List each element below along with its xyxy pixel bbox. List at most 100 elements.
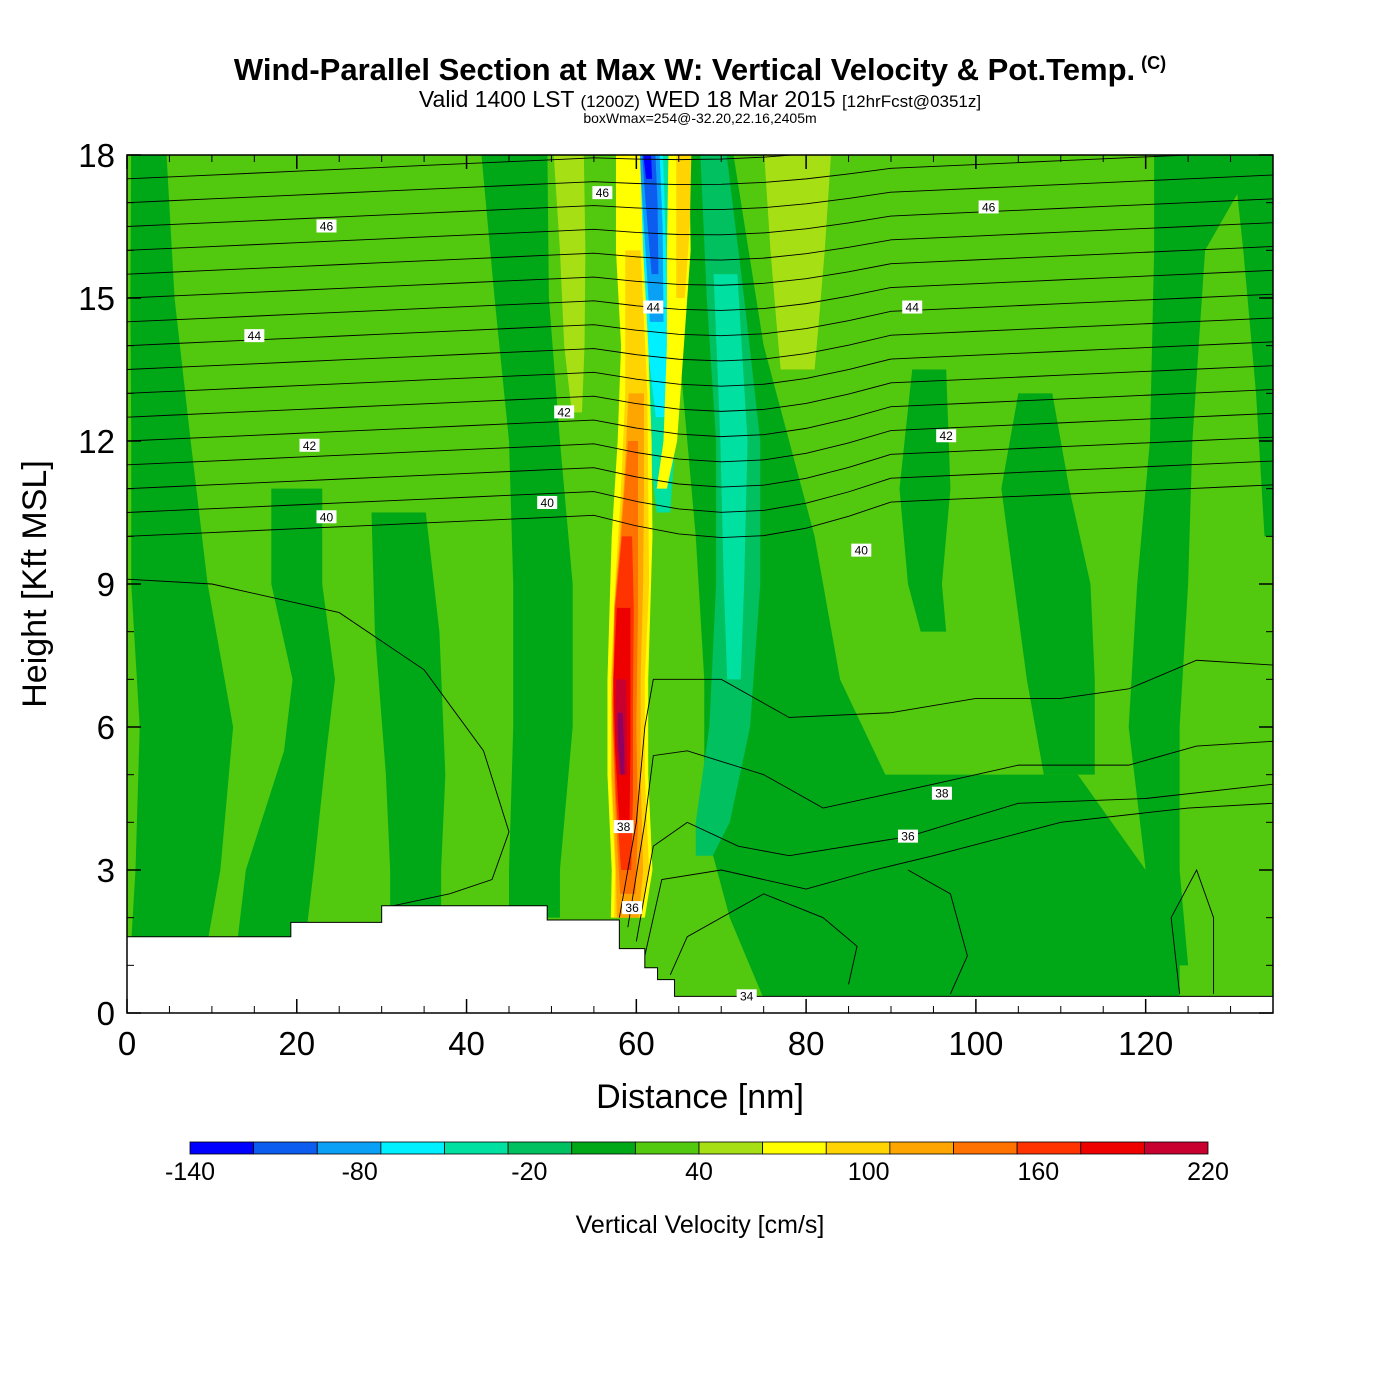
- colorbar-swatch: [825, 1141, 891, 1155]
- theta-label: 40: [537, 495, 558, 510]
- theta-label-text: 44: [906, 301, 920, 315]
- theta-contour-38: [627, 740, 1273, 928]
- theta-label-bg: [897, 829, 918, 843]
- colorbar-tick-label: -80: [342, 1158, 378, 1186]
- w-region-left: [130, 155, 234, 942]
- theta-label: 36: [622, 901, 643, 915]
- theta-label-bg: [316, 510, 337, 524]
- theta-contour-upper: [127, 174, 1273, 227]
- colorbar-title: Vertical Velocity [cm/s]: [576, 1211, 825, 1239]
- theta-label-text: 46: [596, 186, 610, 200]
- theta-label-text: 42: [303, 439, 317, 453]
- colorbar-swatch: [316, 1141, 382, 1155]
- theta-label-bg: [622, 901, 643, 915]
- theta-label: 46: [316, 219, 337, 234]
- theta-contour-upper: [127, 317, 1273, 370]
- theta-label-text: 42: [939, 429, 953, 443]
- colorbar-swatch: [253, 1141, 318, 1155]
- w-downdraft-d4: [713, 274, 748, 680]
- x-tick-label: 20: [278, 1025, 315, 1062]
- terrain-mask: [127, 905, 1273, 1013]
- colorbar: -140 -80 -20 40 100 160 220: [165, 1141, 1229, 1186]
- y-tick-label: 0: [97, 995, 115, 1032]
- colorbar-swatch: [380, 1141, 445, 1155]
- theta-label: 40: [851, 543, 872, 558]
- copyright-mark: (C): [1141, 53, 1167, 73]
- theta-label: 40: [316, 510, 337, 524]
- vertical-velocity-field: [127, 155, 1273, 1013]
- y-tick-label: 18: [78, 137, 115, 174]
- theta-contour-upper: [127, 460, 1273, 513]
- theta-contour-upper: [127, 155, 798, 180]
- colorbar-swatch: [889, 1141, 954, 1155]
- theta-label-text: 36: [901, 830, 915, 844]
- theta-label: 34: [736, 989, 757, 1003]
- colorbar-swatch: [634, 1141, 700, 1155]
- theta-label-bg: [537, 495, 558, 509]
- theta-contour-upper: [127, 155, 1199, 204]
- colorbar-tick-label: -20: [511, 1158, 547, 1186]
- theta-label-bg: [851, 543, 872, 557]
- x-tick-label: 100: [948, 1025, 1003, 1062]
- theta-label: 44: [244, 329, 265, 343]
- y-tick-label: 3: [97, 852, 115, 889]
- w-region-right-a: [663, 155, 1019, 999]
- theta-label-bg: [736, 989, 757, 1003]
- theta-contour-upper: [127, 198, 1273, 251]
- theta-contour-upper: [127, 389, 1273, 442]
- theta-label: 46: [592, 186, 613, 200]
- theta-label-text: 44: [248, 329, 262, 343]
- chart-subtitle: Valid 1400 LST (1200Z) WED 18 Mar 2015 […: [0, 86, 1400, 113]
- theta-label: 38: [931, 786, 952, 801]
- theta-contour-37: [635, 783, 1273, 942]
- colorbar-tick-label: 40: [685, 1158, 713, 1186]
- theta-label: 38: [613, 820, 634, 834]
- x-tick-label: 40: [448, 1025, 485, 1062]
- theta-label-text: 44: [647, 301, 661, 315]
- theta-contour-upper: [127, 412, 1273, 466]
- theta-label-text: 38: [935, 787, 949, 801]
- y-tick-label: 9: [97, 566, 115, 603]
- box-wmax-info: boxWmax=254@-32.20,22.16,2405m: [583, 110, 817, 126]
- colorbar-swatch: [571, 1141, 636, 1155]
- theta-label: 46: [978, 200, 999, 214]
- valid-prefix: Valid 1400 LST: [418, 86, 575, 112]
- theta-contour-labels: 34 36 36 38 38 40 40 40 42 42 42 44 44 44 46 46 46: [244, 186, 999, 1003]
- theta-label: 36: [897, 829, 918, 844]
- theta-contour-36: [644, 802, 1273, 956]
- w-updraft-right-b: [676, 155, 692, 298]
- w-region-right-b: [874, 774, 1180, 999]
- w-updraft-core: [617, 712, 625, 775]
- colorbar-tick-label: -140: [165, 1158, 215, 1186]
- theta-label-bg: [316, 219, 337, 233]
- theta-contour-upper: [127, 246, 1273, 299]
- w-region-right-e: [1128, 155, 1260, 966]
- w-region-mid2: [481, 155, 573, 918]
- theta-label-text: 34: [740, 989, 754, 1003]
- theta-contour-35b: [907, 869, 968, 995]
- w-region-mid: [371, 512, 446, 918]
- theta-contour-upper: [127, 269, 1273, 323]
- w-region-left2: [237, 488, 335, 942]
- theta-label-bg: [902, 300, 923, 314]
- theta-label-text: 38: [617, 820, 631, 834]
- colorbar-swatch: [189, 1141, 255, 1155]
- colorbar-swatch: [762, 1141, 827, 1155]
- theta-label: 42: [936, 429, 957, 443]
- colorbar-swatch: [1080, 1141, 1145, 1155]
- theta-label-bg: [299, 438, 320, 452]
- theta-label-text: 42: [557, 405, 571, 419]
- theta-contours: [127, 155, 1273, 995]
- theta-label-bg: [244, 329, 265, 343]
- valid-date: WED 18 Mar 2015: [646, 86, 836, 112]
- x-tick-label: 120: [1118, 1025, 1173, 1062]
- valid-utc: (1200Z): [580, 92, 640, 111]
- forecast-info: [12hrFcst@0351z]: [841, 92, 982, 111]
- theta-label-text: 36: [625, 901, 639, 915]
- y-tick-label: 6: [97, 709, 115, 746]
- x-axis-title: Distance [nm]: [596, 1078, 804, 1116]
- theta-contour-upper: [127, 222, 1273, 275]
- theta-label-bg: [936, 429, 957, 443]
- w-region-plume-b: [764, 155, 831, 370]
